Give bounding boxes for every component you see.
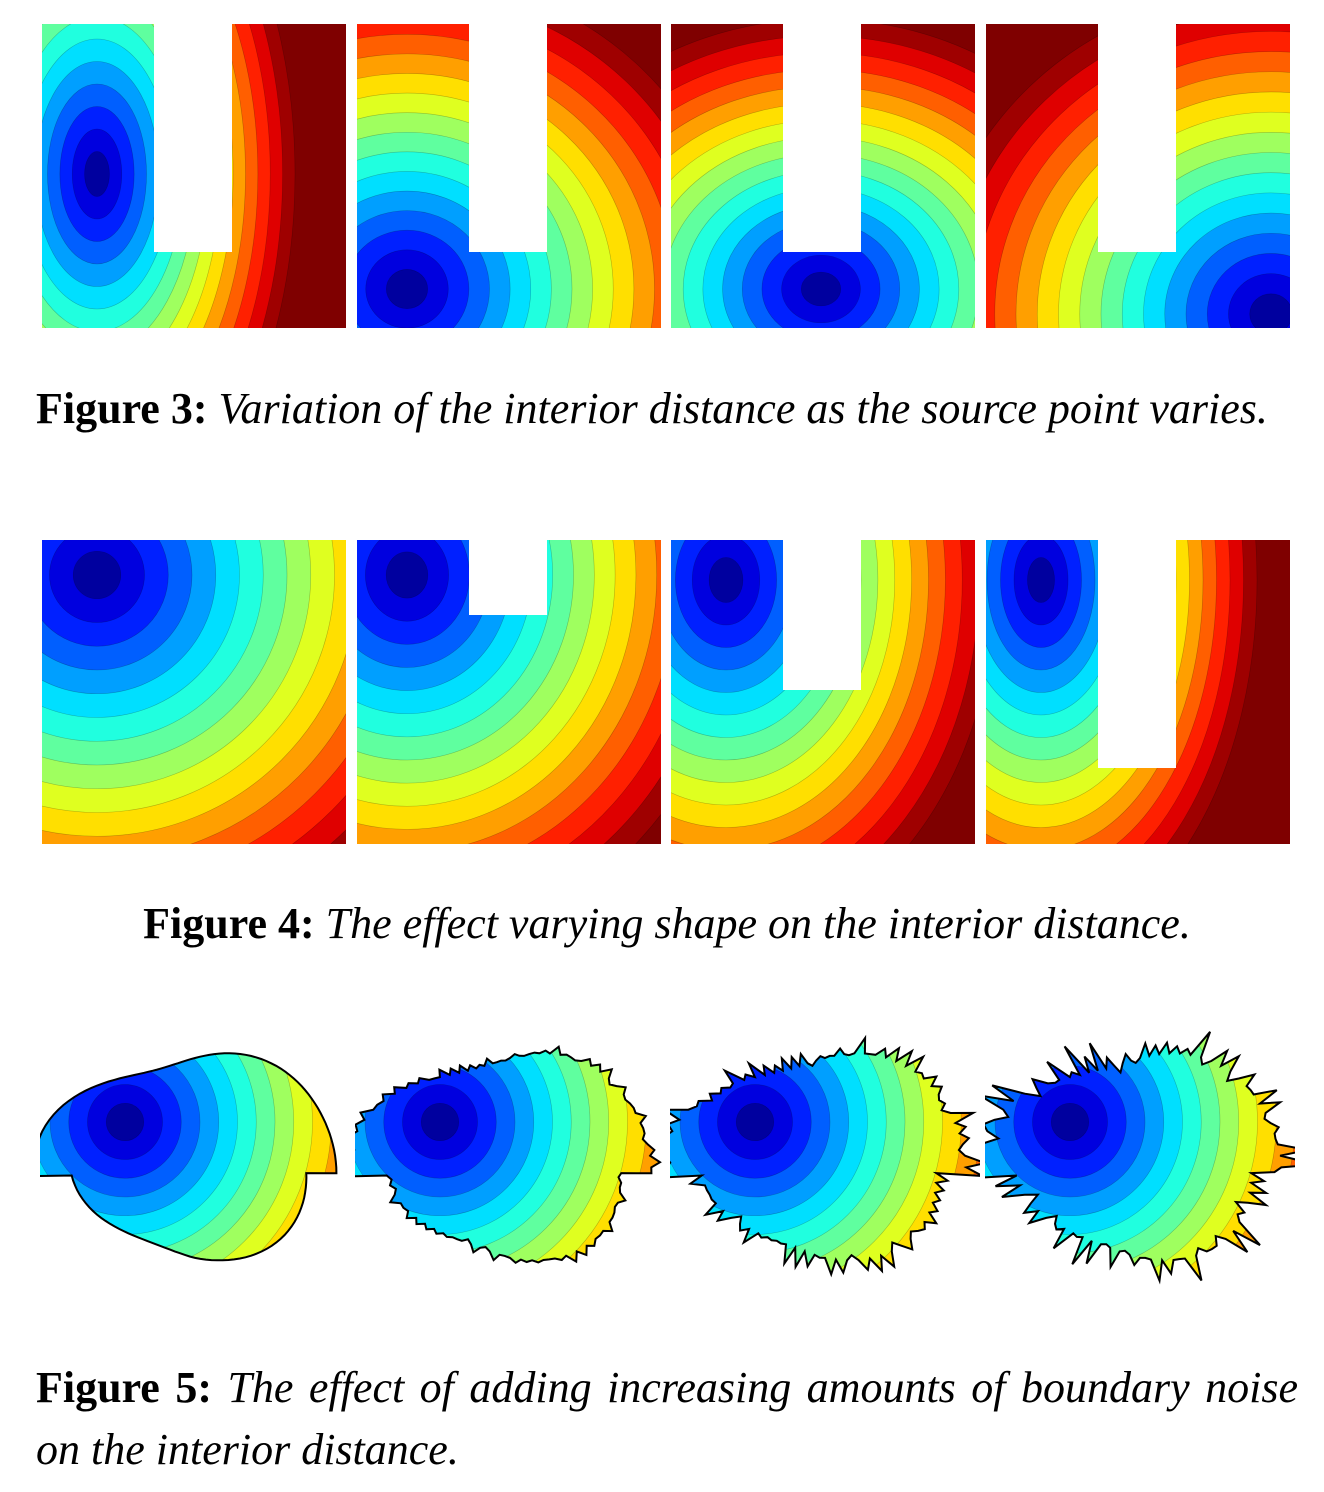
figure-3-caption: Figure 3: Variation of the interior dist… bbox=[36, 378, 1298, 440]
figure-5-caption: Figure 5: The effect of adding increasin… bbox=[36, 1357, 1298, 1481]
fig4-panel-1 bbox=[42, 540, 346, 844]
fig3-panel-2 bbox=[357, 24, 661, 328]
figure-4-label: Figure 4: bbox=[143, 899, 315, 948]
fig4-panel-2 bbox=[357, 540, 661, 844]
fig5-panel-2 bbox=[355, 1044, 662, 1265]
fig3-panel-4 bbox=[986, 24, 1290, 328]
figure-5-text: The effect of adding increasing amounts … bbox=[36, 1363, 1298, 1474]
fig4-panel-3 bbox=[671, 540, 975, 844]
figure-4-panels bbox=[0, 540, 1324, 844]
figure-5-panels bbox=[0, 990, 1324, 1310]
fig3-panel-3 bbox=[671, 24, 975, 328]
fig5-panel-4 bbox=[985, 1031, 1295, 1285]
fig4-panel-4 bbox=[986, 540, 1290, 844]
fig5-panel-1 bbox=[40, 1052, 338, 1262]
figure-3-panels bbox=[0, 24, 1324, 328]
figure-4-caption: Figure 4: The effect varying shape on th… bbox=[36, 893, 1298, 955]
figure-3-label: Figure 3: bbox=[36, 384, 208, 433]
fig5-panel-3 bbox=[670, 1034, 980, 1278]
figure-4-text: The effect varying shape on the interior… bbox=[325, 899, 1191, 948]
figure-3-text: Variation of the interior distance as th… bbox=[218, 384, 1268, 433]
figure-5-label: Figure 5: bbox=[36, 1363, 212, 1412]
fig3-panel-1 bbox=[42, 24, 346, 328]
